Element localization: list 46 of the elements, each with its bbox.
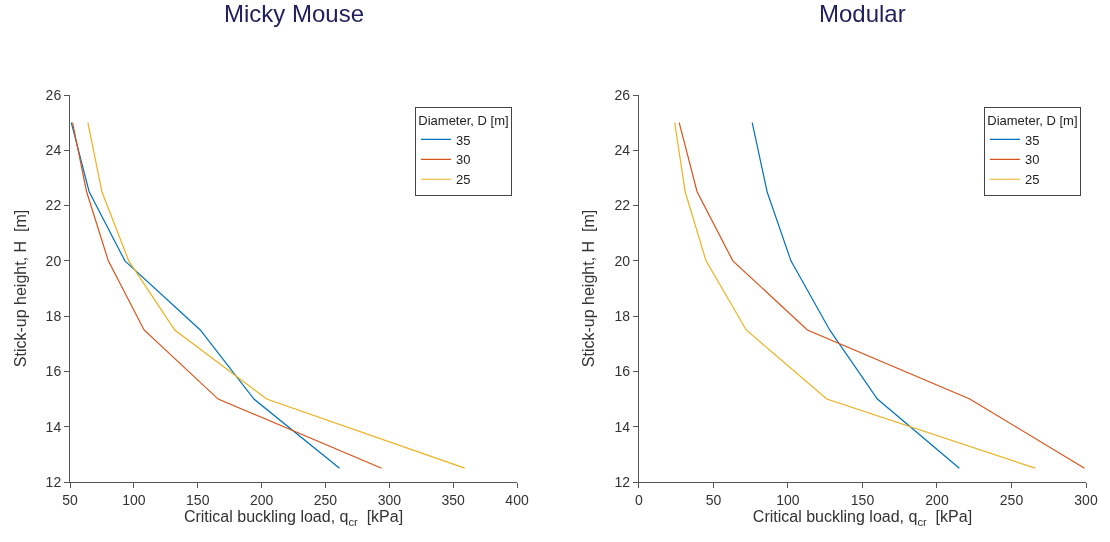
x-tick-label: 250 xyxy=(999,491,1024,508)
y-tick-label: 22 xyxy=(614,197,631,214)
x-tick-label: 200 xyxy=(249,491,274,508)
x-tick-label: 150 xyxy=(850,491,875,508)
y-tick-label: 26 xyxy=(614,86,631,103)
y-tick-label: 22 xyxy=(45,197,62,214)
y-tick-label: 14 xyxy=(614,418,631,435)
legend-label: 35 xyxy=(455,132,471,148)
x-tick-label: 300 xyxy=(1074,491,1098,508)
legend-label: 30 xyxy=(1024,152,1040,168)
y-tick-label: 18 xyxy=(614,308,631,325)
y-tick-label: 16 xyxy=(614,363,631,380)
legend-label: 35 xyxy=(1024,132,1040,148)
y-tick-label: 24 xyxy=(614,142,631,159)
x-tick-label: 250 xyxy=(313,491,338,508)
chart-title: Micky Mouse xyxy=(224,0,365,27)
x-tick-label: 100 xyxy=(776,491,800,508)
y-axis-title: Stick-up height, H [m] xyxy=(580,209,598,368)
x-tick-label: 50 xyxy=(705,491,722,508)
y-tick-label: 20 xyxy=(45,252,62,269)
legend-label: 30 xyxy=(455,152,471,168)
y-tick-label: 12 xyxy=(614,473,631,490)
x-tick-label: 300 xyxy=(377,491,402,508)
chart-title: Modular xyxy=(819,0,906,27)
x-tick-label: 0 xyxy=(635,491,644,508)
legend-label: 25 xyxy=(455,172,471,188)
x-axis-title: Critical buckling load, q$_{cr}$ [kPa] xyxy=(183,508,404,528)
x-tick-label: 400 xyxy=(505,491,529,508)
x-axis-title: Critical buckling load, q$_{cr}$ [kPa] xyxy=(752,508,973,528)
legend-label: 25 xyxy=(1024,172,1040,188)
y-tick-label: 20 xyxy=(614,252,631,269)
y-tick-label: 18 xyxy=(45,308,62,325)
y-tick-label: 16 xyxy=(45,363,62,380)
y-tick-label: 26 xyxy=(45,86,62,103)
y-tick-label: 24 xyxy=(45,142,62,159)
y-tick-label: 14 xyxy=(45,418,62,435)
x-tick-label: 200 xyxy=(925,491,949,508)
x-tick-label: 350 xyxy=(441,491,466,508)
x-tick-label: 50 xyxy=(62,491,78,508)
x-tick-label: 100 xyxy=(122,491,146,508)
legend-title: Diameter, D [m] xyxy=(987,112,1078,128)
line-series xyxy=(751,122,960,469)
y-tick-label: 12 xyxy=(45,473,62,490)
y-axis-title: Stick-up height, H [m] xyxy=(11,209,29,368)
legend-title: Diameter, D [m] xyxy=(418,112,509,128)
x-tick-label: 150 xyxy=(186,491,210,508)
